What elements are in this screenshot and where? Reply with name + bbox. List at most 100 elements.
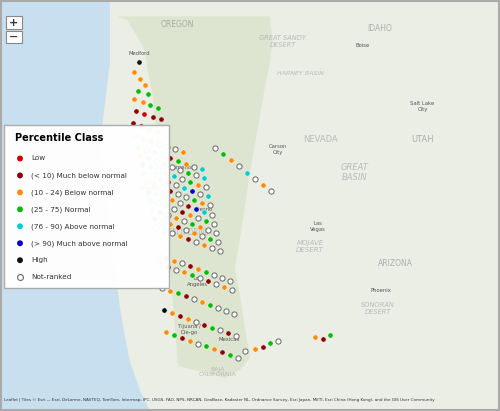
- Point: [146, 197, 154, 204]
- Point: [16, 274, 24, 280]
- Point: [186, 337, 194, 344]
- Point: [164, 263, 172, 270]
- Text: Carson
City: Carson City: [268, 144, 286, 155]
- Point: [142, 146, 150, 153]
- Text: ARIZONA: ARIZONA: [378, 259, 412, 268]
- Point: [145, 126, 153, 132]
- Point: [162, 203, 170, 210]
- Point: [172, 182, 180, 188]
- Text: −: −: [10, 32, 18, 42]
- Point: [318, 336, 326, 342]
- Point: [16, 257, 24, 263]
- Point: [194, 266, 202, 272]
- Point: [180, 185, 188, 191]
- Point: [130, 68, 138, 75]
- Text: CALIFORNIA: CALIFORNIA: [167, 228, 213, 237]
- Point: [251, 346, 259, 353]
- Text: Tijuana /
Die-go: Tijuana / Die-go: [178, 324, 201, 335]
- Point: [211, 145, 219, 151]
- Point: [206, 202, 214, 209]
- Point: [227, 157, 235, 164]
- Point: [170, 332, 178, 338]
- Point: [184, 203, 192, 209]
- Point: [204, 193, 212, 200]
- Point: [182, 293, 190, 300]
- Point: [166, 287, 174, 294]
- Point: [16, 223, 24, 230]
- Point: [202, 184, 210, 191]
- Point: [241, 347, 249, 354]
- Point: [184, 236, 192, 242]
- Point: [186, 212, 194, 218]
- Point: [194, 340, 202, 347]
- Point: [152, 224, 160, 231]
- Point: [210, 346, 218, 353]
- Point: [138, 99, 146, 105]
- Text: Phoenix: Phoenix: [370, 289, 392, 293]
- Point: [243, 169, 251, 176]
- Point: [210, 272, 218, 278]
- Point: [135, 58, 143, 65]
- Point: [170, 206, 178, 212]
- Point: [214, 305, 222, 311]
- Text: NEVADA: NEVADA: [302, 135, 338, 144]
- Point: [204, 278, 212, 284]
- Point: [160, 307, 168, 314]
- Point: [172, 266, 180, 273]
- Point: [326, 332, 334, 338]
- Text: OREGON: OREGON: [161, 20, 194, 29]
- Point: [178, 209, 186, 215]
- Polygon shape: [118, 16, 272, 378]
- Point: [170, 257, 178, 264]
- Text: Las
Vegas: Las Vegas: [310, 222, 326, 232]
- Point: [157, 116, 165, 122]
- Text: Fresno: Fresno: [196, 207, 212, 212]
- Point: [144, 155, 152, 162]
- Point: [155, 141, 163, 147]
- Point: [156, 176, 164, 182]
- Point: [208, 324, 216, 331]
- Point: [154, 252, 162, 258]
- Point: [136, 76, 144, 82]
- Text: Sacramento: Sacramento: [162, 165, 194, 170]
- Point: [188, 187, 196, 194]
- Point: [198, 199, 206, 206]
- Point: [216, 247, 224, 254]
- Point: [196, 275, 204, 282]
- Point: [212, 229, 220, 236]
- Text: Low: Low: [31, 155, 45, 162]
- Point: [174, 224, 182, 231]
- Point: [192, 239, 200, 245]
- Point: [174, 158, 182, 164]
- Text: BAJA
CALIFORNIA: BAJA CALIFORNIA: [198, 367, 236, 377]
- Point: [218, 349, 226, 356]
- Point: [220, 284, 228, 290]
- Point: [156, 261, 164, 267]
- Point: [228, 286, 236, 293]
- Point: [266, 340, 274, 346]
- Text: Not-ranked: Not-ranked: [31, 274, 72, 280]
- Point: [179, 149, 187, 155]
- Point: [196, 190, 204, 197]
- Point: [139, 135, 147, 142]
- Text: UTAH: UTAH: [411, 135, 434, 144]
- Point: [147, 138, 155, 145]
- Point: [186, 263, 194, 270]
- Point: [160, 194, 168, 201]
- Text: (25 - 75) Normal: (25 - 75) Normal: [31, 206, 90, 212]
- Point: [158, 185, 166, 192]
- Text: Percentile Class: Percentile Class: [15, 133, 104, 143]
- Point: [235, 163, 243, 170]
- Point: [230, 310, 238, 317]
- Point: [202, 343, 210, 350]
- Point: [16, 240, 24, 247]
- Point: [178, 260, 186, 267]
- Point: [16, 172, 24, 179]
- Point: [219, 151, 227, 157]
- Point: [192, 206, 200, 212]
- Point: [148, 113, 156, 120]
- Point: [168, 310, 176, 316]
- Point: [184, 169, 192, 176]
- Point: [148, 173, 156, 180]
- Point: [198, 299, 206, 305]
